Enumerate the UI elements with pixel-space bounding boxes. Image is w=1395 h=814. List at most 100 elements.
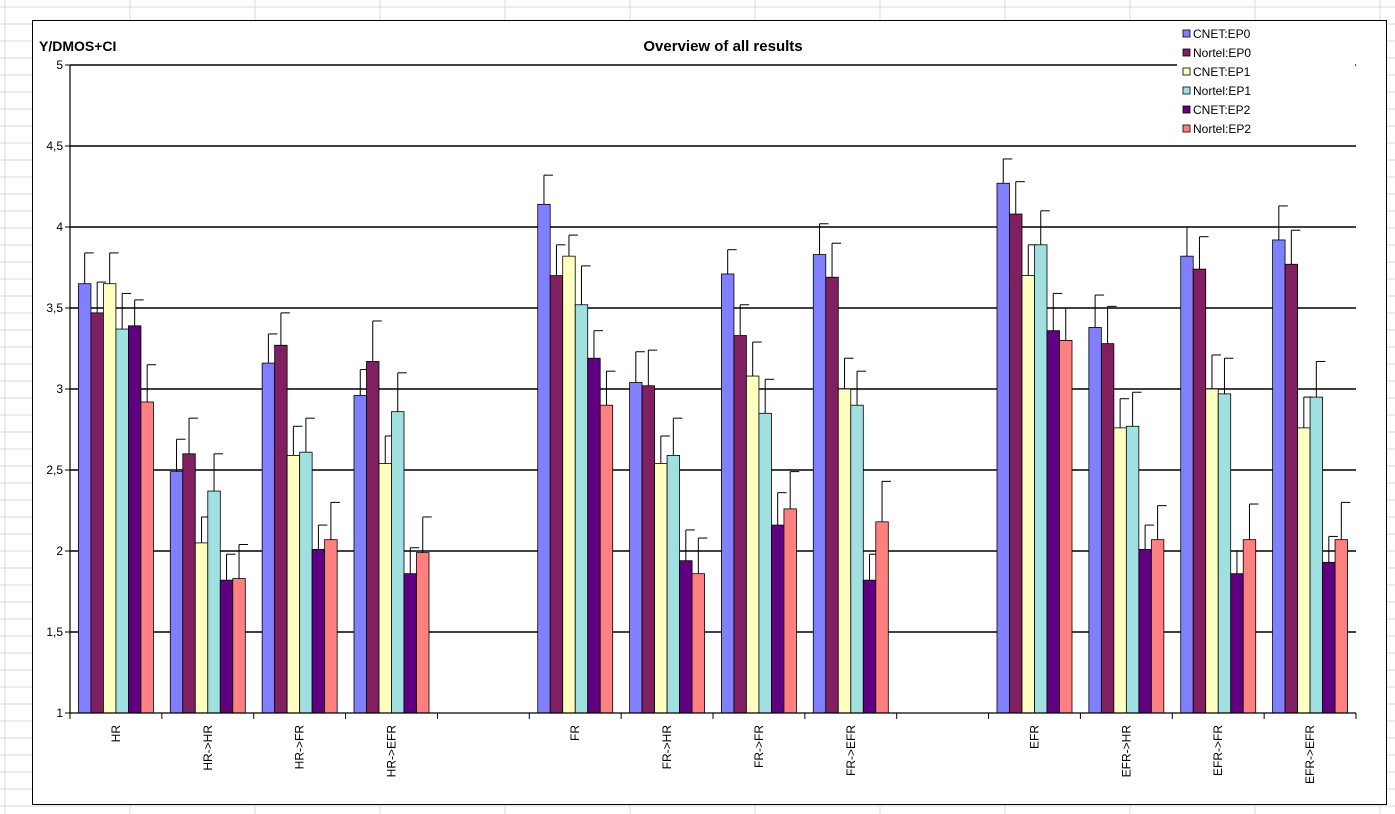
bar: [654, 463, 668, 714]
legend[interactable]: CNET:EP0 Nortel:EP0 CNET:EP1 Nortel:EP1 CNET…: [1177, 24, 1355, 144]
bar: [746, 375, 760, 714]
bar: [629, 382, 643, 714]
bar: [549, 275, 564, 714]
bar: [679, 560, 693, 714]
bar: [311, 548, 326, 714]
y-tick-label: 1: [56, 706, 63, 720]
bar: [599, 404, 614, 714]
bar: [562, 255, 576, 714]
bar: [783, 508, 797, 714]
bar: [537, 203, 551, 714]
x-tick-label: FR->HR: [660, 725, 674, 770]
y-tick-label: 2: [56, 544, 63, 558]
legend-label: Nortel:EP2: [1193, 122, 1251, 136]
bar: [1284, 263, 1298, 714]
bar: [1334, 539, 1348, 714]
bar: [1046, 330, 1060, 714]
x-tick-label: EFR->EFR: [1303, 725, 1317, 784]
x-tick-label: HR: [109, 725, 123, 743]
bar: [1125, 425, 1140, 714]
y-tick-label: 5: [56, 58, 63, 72]
bar: [353, 395, 367, 714]
y-axis-ticks: 1 1,5 2 2,5 3 3,5 4 4,5 5: [46, 58, 70, 720]
bar: [115, 328, 129, 714]
bar: [286, 455, 301, 714]
bar: [758, 412, 772, 714]
bar: [1088, 327, 1102, 714]
legend-swatch: [1182, 105, 1191, 114]
legend-label: Nortel:EP1: [1193, 84, 1251, 98]
bar: [1230, 573, 1244, 714]
bar: [261, 362, 276, 714]
y-tick-label: 4: [56, 220, 63, 234]
bar: [1192, 268, 1207, 714]
x-tick-label: HR->HR: [201, 725, 215, 771]
bar: [169, 471, 184, 714]
legend-label: Nortel:EP0: [1193, 46, 1251, 60]
y-tick-label: 3: [56, 382, 63, 396]
bar: [1217, 393, 1232, 714]
bar: [232, 578, 246, 714]
x-tick-label: EFR: [1028, 725, 1042, 749]
y-tick-label: 2,5: [46, 463, 63, 477]
bar: [182, 453, 196, 714]
legend-swatch: [1182, 67, 1191, 76]
y-tick-label: 4,5: [46, 139, 63, 153]
bar: [1021, 275, 1035, 714]
legend-box: [1177, 24, 1355, 144]
bar: [691, 573, 705, 714]
bar: [1150, 539, 1165, 714]
bar: [1205, 388, 1219, 714]
bar: [90, 312, 104, 714]
bar: [366, 361, 380, 714]
bar: [194, 542, 209, 714]
bar: [850, 404, 864, 714]
bar: [733, 335, 747, 714]
x-tick-label: EFR->FR: [1211, 725, 1225, 776]
bar: [875, 521, 889, 714]
bar: [219, 579, 234, 714]
bar: [666, 455, 680, 714]
bar: [1100, 343, 1115, 714]
bar: [103, 283, 117, 714]
bar: [140, 401, 154, 714]
bar: [587, 357, 601, 714]
bar: [274, 344, 288, 714]
bar: [1309, 396, 1323, 714]
bar: [378, 463, 392, 714]
y-tick-label: 1,5: [46, 625, 63, 639]
legend-label: CNET:EP0: [1193, 27, 1251, 41]
bar: [416, 552, 430, 714]
bar-chart: Overview of all results Y/DMOS+CI 1 1,5 2 2…: [39, 24, 1357, 784]
legend-swatch: [1182, 48, 1191, 57]
y-tick-label: 3,5: [46, 301, 63, 315]
bar: [324, 539, 338, 714]
bar: [1034, 244, 1048, 714]
legend-label: CNET:EP2: [1193, 103, 1251, 117]
bar: [403, 573, 417, 714]
bar: [1272, 239, 1286, 714]
legend-swatch: [1182, 86, 1191, 95]
legend-swatch: [1182, 124, 1191, 133]
bar: [1322, 561, 1336, 714]
y-axis-label: Y/DMOS+CI: [39, 38, 116, 54]
bar: [78, 283, 92, 714]
bar: [1113, 427, 1127, 714]
x-tick-label: EFR->HR: [1119, 725, 1133, 778]
bar: [1138, 548, 1152, 714]
x-tick-label: FR: [568, 725, 582, 741]
bar: [837, 388, 852, 714]
bar: [391, 411, 405, 714]
chart-title: Overview of all results: [643, 38, 802, 55]
bar: [574, 304, 589, 714]
chart-area[interactable]: Overview of all results Y/DMOS+CI 1 1,5 2 2…: [32, 20, 1387, 805]
bar: [1297, 427, 1311, 714]
bar: [721, 273, 735, 714]
bar: [1242, 539, 1257, 714]
bar: [771, 524, 785, 714]
legend-label: CNET:EP1: [1193, 65, 1251, 79]
bar: [825, 276, 839, 714]
bar: [299, 451, 313, 714]
x-axis-ticks: HR HR->HR HR->FR HR->EFR FR FR->HR FR->FR FR->E…: [69, 713, 1357, 784]
legend-swatch: [1182, 29, 1191, 38]
